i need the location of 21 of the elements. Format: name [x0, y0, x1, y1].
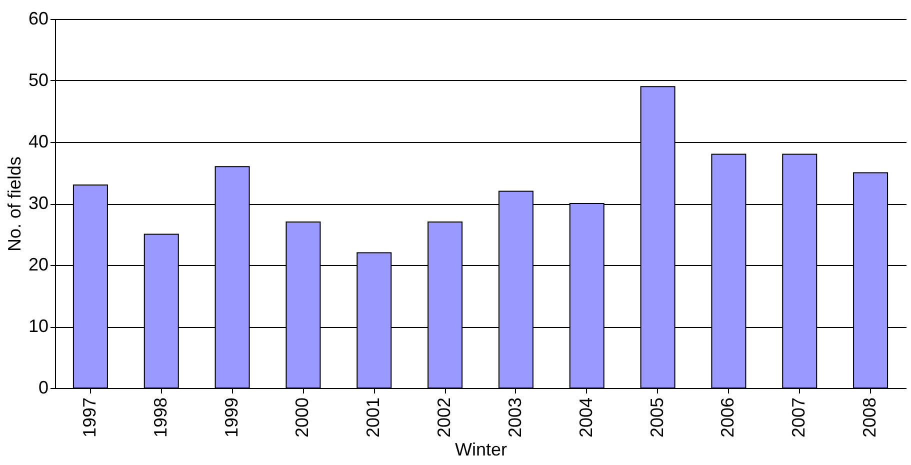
y-axis-title: No. of fields [4, 156, 24, 252]
y-tick-label: 30 [28, 193, 48, 213]
x-tick-label: 2007 [788, 398, 809, 438]
x-tick-label: 2008 [860, 398, 880, 438]
x-tick-label: 2002 [434, 398, 454, 438]
x-tick-label: 2005 [646, 398, 667, 438]
x-tick-label: 1999 [221, 398, 242, 438]
y-tick-label: 40 [28, 132, 48, 152]
y-tick-label: 10 [28, 316, 48, 336]
x-tick-label: 1998 [150, 398, 170, 438]
y-tick-label: 60 [28, 8, 48, 28]
x-tick-label: 2001 [363, 398, 384, 438]
x-axis-title: Winter [454, 440, 508, 460]
x-tick-label: 1997 [79, 398, 100, 438]
x-tick-label: 2004 [576, 398, 596, 438]
y-tick-label: 20 [28, 254, 48, 274]
y-tick-label: 0 [38, 378, 48, 398]
y-tick-label: 50 [28, 70, 48, 90]
x-tick-label: 2006 [718, 398, 738, 438]
x-tick-label: 2000 [292, 398, 312, 438]
x-tick-label: 2003 [504, 398, 525, 438]
